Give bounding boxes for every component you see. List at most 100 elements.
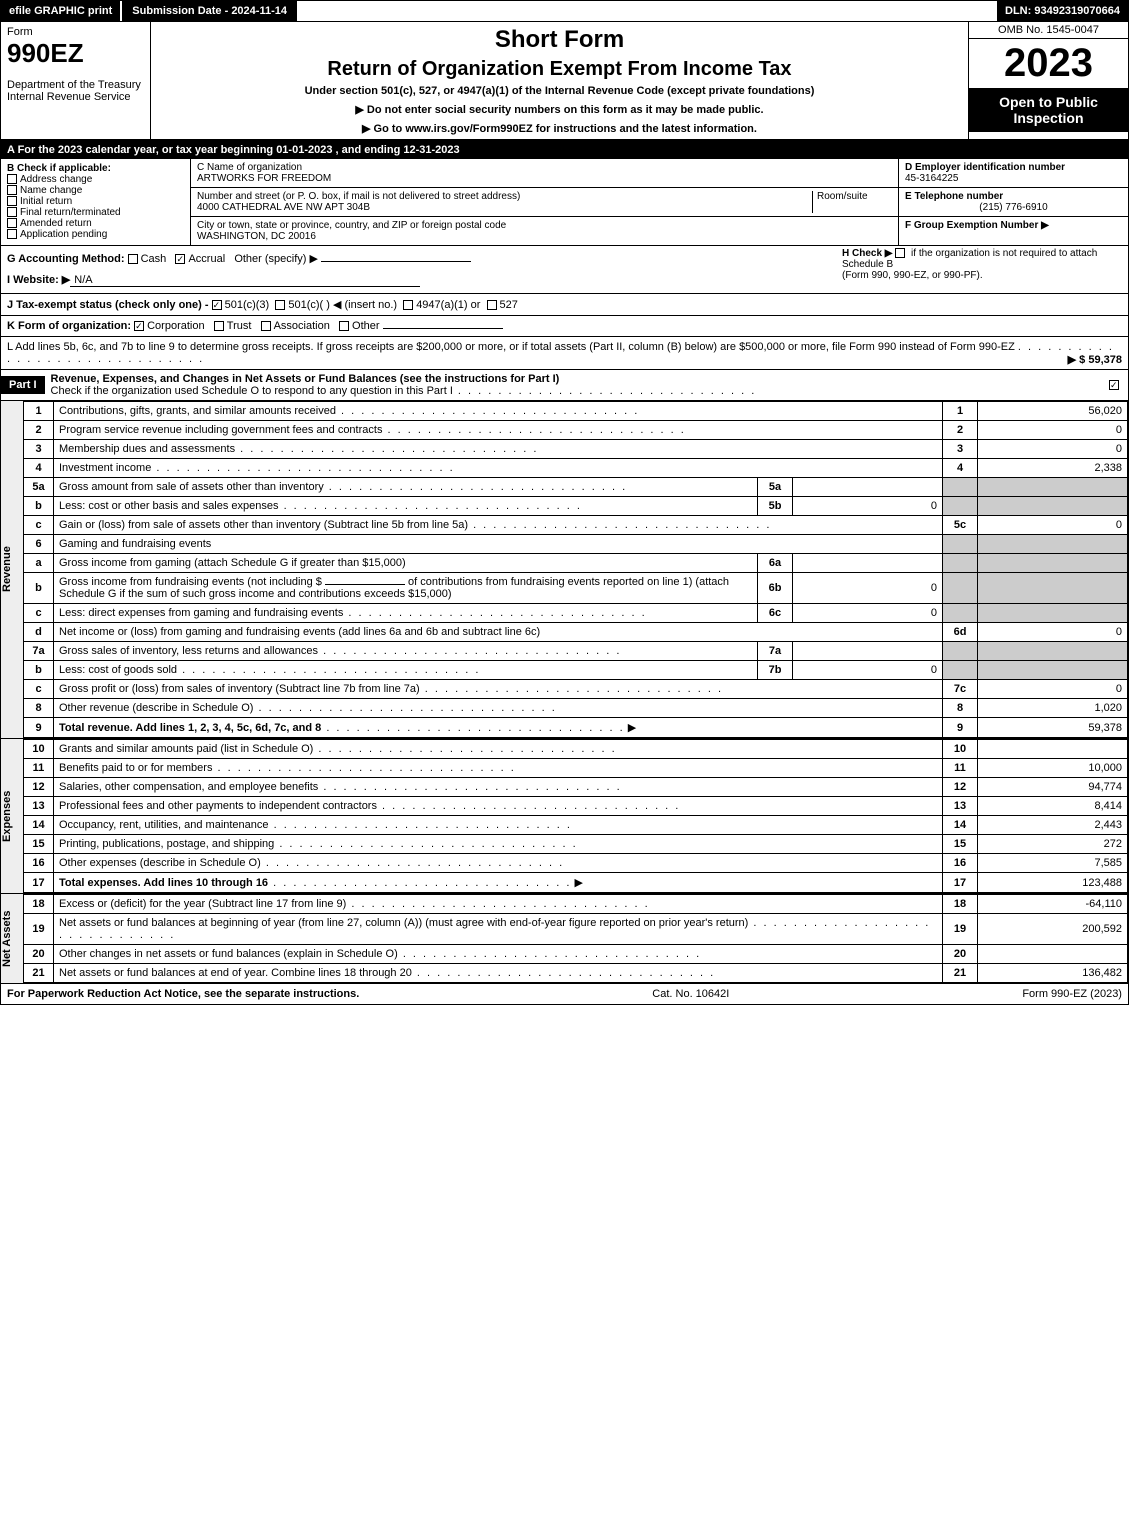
check-527[interactable] <box>487 300 497 310</box>
section-b-through-f: B Check if applicable: Address change Na… <box>1 159 1128 246</box>
part-i-badge: Part I <box>1 376 45 394</box>
revenue-section: Revenue 1Contributions, gifts, grants, a… <box>1 400 1128 738</box>
check-amended-return[interactable]: Amended return <box>7 218 184 229</box>
c-name-label: C Name of organization <box>197 162 892 173</box>
street-label: Number and street (or P. O. box, if mail… <box>197 191 812 202</box>
line-2: 2Program service revenue including gover… <box>24 421 1128 440</box>
line-14: 14Occupancy, rent, utilities, and mainte… <box>24 816 1128 835</box>
column-cdef: C Name of organization ARTWORKS FOR FREE… <box>191 159 1128 245</box>
check-501c3[interactable] <box>212 300 222 310</box>
f-label: F Group Exemption Number ▶ <box>905 220 1122 231</box>
f-group-block: F Group Exemption Number ▶ <box>898 217 1128 245</box>
check-initial-return[interactable]: Initial return <box>7 196 184 207</box>
d-ein-block: D Employer identification number 45-3164… <box>898 159 1128 187</box>
check-application-pending[interactable]: Application pending <box>7 229 184 240</box>
header-center: Short Form Return of Organization Exempt… <box>151 22 968 139</box>
b-label: B Check if applicable: <box>7 163 184 174</box>
open-public-inspection: Open to Public Inspection <box>969 88 1128 132</box>
line-12: 12Salaries, other compensation, and empl… <box>24 778 1128 797</box>
footer-center: Cat. No. 10642I <box>652 988 729 1000</box>
top-bar: efile GRAPHIC print Submission Date - 20… <box>1 1 1128 22</box>
net-assets-side-label: Net Assets <box>1 894 23 983</box>
section-g-h: G Accounting Method: Cash Accrual Other … <box>1 246 1128 294</box>
check-final-return[interactable]: Final return/terminated <box>7 207 184 218</box>
check-name-change[interactable]: Name change <box>7 185 184 196</box>
c-street-block: Number and street (or P. O. box, if mail… <box>191 188 898 216</box>
line-11: 11Benefits paid to or for members1110,00… <box>24 759 1128 778</box>
line-7a: 7aGross sales of inventory, less returns… <box>24 642 1128 661</box>
dln-label: DLN: 93492319070664 <box>997 1 1128 21</box>
section-l: L Add lines 5b, 6c, and 7b to line 9 to … <box>1 337 1128 369</box>
check-schedule-b[interactable] <box>895 248 905 258</box>
line-7c: cGross profit or (loss) from sales of in… <box>24 680 1128 699</box>
check-other-org[interactable] <box>339 321 349 331</box>
efile-print-label[interactable]: efile GRAPHIC print <box>1 1 120 21</box>
ein-value: 45-3164225 <box>905 173 1122 184</box>
e-label: E Telephone number <box>905 191 1122 202</box>
expenses-section: Expenses 10Grants and similar amounts pa… <box>1 738 1128 893</box>
part-i-header-row: Part I Revenue, Expenses, and Changes in… <box>1 369 1128 400</box>
line-10: 10Grants and similar amounts paid (list … <box>24 740 1128 759</box>
expenses-side-label: Expenses <box>1 739 23 893</box>
submission-date: Submission Date - 2024-11-14 <box>120 1 297 21</box>
column-b: B Check if applicable: Address change Na… <box>1 159 191 245</box>
check-trust[interactable] <box>214 321 224 331</box>
org-name: ARTWORKS FOR FREEDOM <box>197 173 892 184</box>
line-9: 9Total revenue. Add lines 1, 2, 3, 4, 5c… <box>24 718 1128 738</box>
header-right: OMB No. 1545-0047 2023 Open to Public In… <box>968 22 1128 139</box>
room-suite-label: Room/suite <box>812 191 892 213</box>
dept-treasury: Department of the Treasury <box>7 79 144 91</box>
line-5c: cGain or (loss) from sale of assets othe… <box>24 516 1128 535</box>
check-corporation[interactable] <box>134 321 144 331</box>
line-6d: dNet income or (loss) from gaming and fu… <box>24 623 1128 642</box>
omb-number: OMB No. 1545-0047 <box>969 22 1128 39</box>
check-501c[interactable] <box>275 300 285 310</box>
form-page: efile GRAPHIC print Submission Date - 20… <box>0 0 1129 1005</box>
check-4947a1[interactable] <box>403 300 413 310</box>
check-address-change[interactable]: Address change <box>7 174 184 185</box>
line-13: 13Professional fees and other payments t… <box>24 797 1128 816</box>
phone-value: (215) 776-6910 <box>905 202 1122 213</box>
c-name-block: C Name of organization ARTWORKS FOR FREE… <box>191 159 898 187</box>
city-value: WASHINGTON, DC 20016 <box>197 231 892 242</box>
gross-receipts-amount: ▶ $ 59,378 <box>1068 353 1122 366</box>
line-16: 16Other expenses (describe in Schedule O… <box>24 854 1128 873</box>
website-value: N/A <box>70 274 420 287</box>
h-schedule-b: H Check ▶ if the organization is not req… <box>842 248 1122 281</box>
line-a: A For the 2023 calendar year, or tax yea… <box>1 141 1128 159</box>
line-17: 17Total expenses. Add lines 10 through 1… <box>24 873 1128 893</box>
return-title: Return of Organization Exempt From Incom… <box>155 58 964 81</box>
under-section: Under section 501(c), 527, or 4947(a)(1)… <box>155 85 964 97</box>
street-value: 4000 CATHEDRAL AVE NW APT 304B <box>197 202 812 213</box>
check-association[interactable] <box>261 321 271 331</box>
short-form-title: Short Form <box>155 26 964 54</box>
line-5a: 5aGross amount from sale of assets other… <box>24 478 1128 497</box>
form-label: Form <box>7 26 144 38</box>
line-6c: cLess: direct expenses from gaming and f… <box>24 604 1128 623</box>
part-i-checkbox[interactable] <box>1103 376 1128 394</box>
line-3: 3Membership dues and assessments30 <box>24 440 1128 459</box>
expenses-table: 10Grants and similar amounts paid (list … <box>23 739 1128 893</box>
check-accrual[interactable] <box>175 254 185 264</box>
net-assets-section: Net Assets 18Excess or (deficit) for the… <box>1 893 1128 983</box>
line-6a: aGross income from gaming (attach Schedu… <box>24 554 1128 573</box>
d-label: D Employer identification number <box>905 162 1122 173</box>
section-j: J Tax-exempt status (check only one) - 5… <box>1 294 1128 316</box>
revenue-side-label: Revenue <box>1 401 23 738</box>
line-20: 20Other changes in net assets or fund ba… <box>24 945 1128 964</box>
line-1: 1Contributions, gifts, grants, and simil… <box>24 402 1128 421</box>
line-19: 19Net assets or fund balances at beginni… <box>24 914 1128 945</box>
line-15: 15Printing, publications, postage, and s… <box>24 835 1128 854</box>
footer-right: Form 990-EZ (2023) <box>1022 988 1122 1000</box>
check-cash[interactable] <box>128 254 138 264</box>
e-phone-block: E Telephone number (215) 776-6910 <box>898 188 1128 216</box>
section-k: K Form of organization: Corporation Trus… <box>1 316 1128 337</box>
topbar-spacer <box>297 1 997 21</box>
ssn-warning: ▶ Do not enter social security numbers o… <box>155 103 964 116</box>
goto-link[interactable]: ▶ Go to www.irs.gov/Form990EZ for instru… <box>155 122 964 135</box>
net-assets-table: 18Excess or (deficit) for the year (Subt… <box>23 894 1128 983</box>
line-5b: bLess: cost or other basis and sales exp… <box>24 497 1128 516</box>
revenue-table: 1Contributions, gifts, grants, and simil… <box>23 401 1128 738</box>
line-6: 6Gaming and fundraising events <box>24 535 1128 554</box>
line-18: 18Excess or (deficit) for the year (Subt… <box>24 895 1128 914</box>
